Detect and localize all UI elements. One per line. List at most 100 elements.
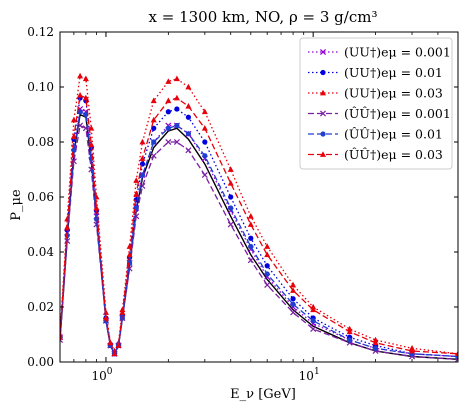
data-point-marker	[264, 243, 271, 249]
data-point-marker	[111, 350, 118, 357]
data-point-marker	[133, 177, 140, 183]
data-point-marker	[201, 125, 208, 131]
data-point-marker	[264, 251, 271, 258]
data-point-marker	[70, 133, 77, 139]
data-point-marker	[409, 347, 416, 354]
data-point-marker	[151, 139, 157, 145]
data-point-marker	[455, 350, 458, 357]
data-point-marker	[82, 75, 89, 82]
y-tick-label: 0.10	[27, 80, 54, 94]
data-point-marker	[165, 97, 172, 104]
data-point-marker	[346, 328, 353, 335]
plot-area	[60, 72, 458, 362]
y-tick-label: 0.04	[27, 245, 54, 259]
data-point-marker	[247, 221, 254, 227]
data-point-marker	[264, 281, 271, 289]
data-point-marker	[372, 345, 379, 351]
data-point-marker	[228, 194, 234, 200]
data-point-marker	[71, 147, 77, 153]
legend-label: (ÛÛ†)eμ = 0.03	[344, 146, 443, 162]
data-point-marker	[115, 342, 122, 348]
x-axis-label: E_ν [GeV]	[230, 387, 296, 402]
data-point-marker	[202, 139, 208, 145]
y-tick-label: 0.06	[27, 190, 54, 204]
series-5	[60, 109, 458, 360]
data-point-marker	[185, 83, 192, 90]
data-point-marker	[320, 151, 326, 157]
series-line	[60, 97, 458, 358]
data-point-marker	[139, 172, 146, 178]
y-tick-label: 0.08	[27, 135, 54, 149]
data-point-marker	[173, 138, 180, 146]
legend-box	[299, 37, 453, 170]
data-point-marker	[88, 155, 94, 162]
data-point-marker	[227, 221, 234, 228]
legend-label: (ÛÛ†)eμ = 0.001	[344, 105, 451, 121]
data-point-marker	[119, 309, 126, 315]
data-point-marker	[320, 69, 326, 76]
data-point-marker	[133, 191, 140, 197]
data-point-marker	[77, 109, 83, 115]
data-point-marker	[248, 243, 254, 250]
data-point-marker	[150, 152, 157, 159]
data-point-marker	[290, 301, 296, 307]
data-point-marker	[82, 94, 89, 101]
data-point-marker	[93, 204, 100, 211]
data-point-marker	[290, 287, 297, 293]
data-point-marker	[228, 205, 234, 211]
data-point-marker	[319, 48, 327, 56]
y-tick-label: 0.12	[27, 25, 54, 39]
data-point-marker	[185, 114, 192, 120]
data-point-marker	[320, 89, 326, 96]
data-point-marker	[372, 339, 379, 346]
data-point-marker	[310, 318, 316, 324]
data-point-marker	[165, 78, 172, 84]
data-point-marker	[173, 94, 180, 101]
data-point-marker	[227, 180, 234, 186]
legend-label: (ÛÛ†)eμ = 0.01	[344, 126, 443, 142]
data-point-marker	[77, 122, 84, 129]
data-point-marker	[185, 131, 192, 137]
y-tick-label: 0.02	[27, 300, 54, 314]
series-line	[60, 108, 458, 358]
data-point-marker	[264, 263, 270, 269]
data-point-marker	[126, 251, 133, 258]
data-point-marker	[60, 334, 63, 340]
data-point-marker	[165, 138, 172, 146]
series-line	[60, 110, 458, 358]
data-point-marker	[88, 141, 95, 148]
data-point-marker	[77, 72, 84, 79]
data-point-marker	[290, 281, 297, 288]
data-point-marker	[320, 131, 326, 137]
data-point-marker	[165, 125, 171, 131]
data-point-marker	[107, 339, 114, 346]
data-point-marker	[264, 271, 270, 277]
data-point-marker	[139, 155, 146, 161]
data-point-marker	[165, 109, 171, 115]
data-point-marker	[347, 337, 353, 343]
data-point-marker	[247, 213, 254, 219]
data-point-marker	[310, 325, 317, 333]
data-point-marker	[290, 296, 296, 302]
y-tick-label: 0.00	[27, 355, 54, 369]
data-point-marker	[150, 116, 157, 123]
data-point-marker	[150, 97, 157, 104]
data-point-marker	[185, 147, 192, 154]
legend-label: (UU†)eμ = 0.03	[344, 86, 443, 101]
data-point-marker	[290, 309, 297, 316]
data-point-marker	[227, 166, 234, 172]
data-point-marker	[64, 224, 71, 230]
series-6	[60, 92, 458, 357]
data-point-marker	[248, 235, 254, 241]
y-axis-label: P_μe	[9, 189, 24, 221]
legend-label: (UU†)eμ = 0.01	[344, 65, 443, 80]
data-point-marker	[310, 306, 317, 313]
data-point-marker	[201, 171, 208, 179]
data-point-marker	[319, 110, 327, 117]
data-point-marker	[201, 108, 208, 115]
data-point-marker	[139, 138, 146, 145]
data-point-marker	[173, 75, 180, 82]
data-point-marker	[64, 237, 71, 245]
legend-label: (UU†)eμ = 0.001	[344, 45, 451, 60]
